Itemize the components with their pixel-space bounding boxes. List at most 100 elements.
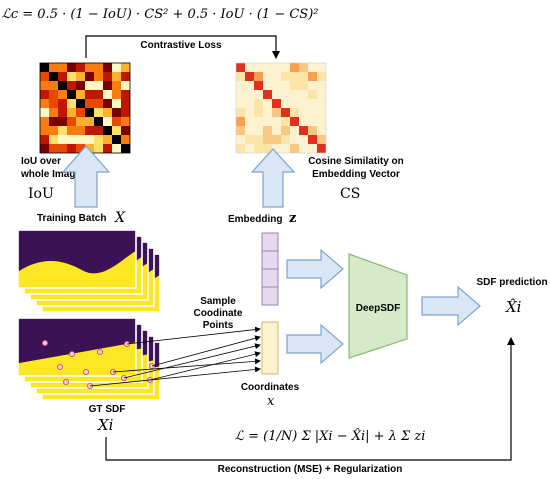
iou-cell <box>58 108 67 117</box>
iou-cell <box>58 81 67 90</box>
iou-cell <box>112 108 121 117</box>
cs-cell <box>281 72 290 81</box>
cs-cell <box>317 63 326 72</box>
iou-cell <box>112 63 121 72</box>
cs-cell <box>281 117 290 126</box>
cs-cell <box>236 108 245 117</box>
cs-cell <box>317 135 326 144</box>
cs-cell <box>290 108 299 117</box>
iou-cell <box>103 63 112 72</box>
cs-cell <box>281 135 290 144</box>
iou-cell <box>76 99 85 108</box>
cs-cell <box>245 99 254 108</box>
embedding-label: Embedding <box>228 214 282 225</box>
arrow-deepsdf-to-prediction <box>421 285 481 327</box>
cs-cell <box>263 117 272 126</box>
iou-cell <box>103 108 112 117</box>
iou-cell <box>85 90 94 99</box>
cs-cell <box>263 63 272 72</box>
cs-cell <box>245 90 254 99</box>
iou-cell <box>121 126 130 135</box>
cs-cell <box>236 72 245 81</box>
iou-cell <box>94 63 103 72</box>
iou-cell <box>40 72 49 81</box>
cs-cell <box>245 63 254 72</box>
iou-cell <box>103 90 112 99</box>
iou-cell <box>112 144 121 153</box>
cs-cell <box>245 72 254 81</box>
iou-cell <box>94 135 103 144</box>
gt-sdf-label: GT SDF <box>89 404 126 415</box>
iou-cell <box>85 72 94 81</box>
iou-cell <box>49 99 58 108</box>
iou-cell <box>76 72 85 81</box>
iou-cell <box>49 135 58 144</box>
iou-cell <box>49 117 58 126</box>
training-batch-symbol: X <box>114 210 126 226</box>
cosine-similarity-heatmap <box>235 62 327 154</box>
iou-cell <box>67 90 76 99</box>
iou-cell <box>112 117 121 126</box>
cs-cell <box>236 63 245 72</box>
reconstruction-regularization-label: Reconstruction (MSE) + Regularization <box>218 464 403 475</box>
iou-cell <box>49 81 58 90</box>
iou-cell <box>94 117 103 126</box>
cs-cell <box>236 126 245 135</box>
cs-cell <box>308 108 317 117</box>
iou-cell <box>76 108 85 117</box>
sample-point <box>83 368 90 375</box>
cs-cell <box>299 108 308 117</box>
cs-cell <box>272 81 281 90</box>
cs-cell <box>245 126 254 135</box>
iou-cell <box>40 144 49 153</box>
iou-cell <box>85 135 94 144</box>
cs-cell <box>308 144 317 153</box>
iou-cell <box>121 72 130 81</box>
cs-cell <box>290 117 299 126</box>
cs-cell <box>263 126 272 135</box>
iou-cell <box>94 72 103 81</box>
iou-cell <box>58 126 67 135</box>
training-batch-stack <box>17 229 161 313</box>
iou-cell <box>121 108 130 117</box>
cs-cell <box>281 90 290 99</box>
iou-cell <box>76 63 85 72</box>
points-label: Points <box>203 320 234 331</box>
cs-cell <box>317 72 326 81</box>
deepsdf-label: DeepSDF <box>356 303 400 314</box>
cs-cell <box>254 63 263 72</box>
up-arrow-embedding-to-cs <box>250 148 296 208</box>
iou-cell <box>85 63 94 72</box>
cs-cell <box>290 144 299 153</box>
cs-cell <box>308 81 317 90</box>
cs-cell <box>299 126 308 135</box>
cs-cell <box>299 99 308 108</box>
cs-cell <box>281 144 290 153</box>
cs-cell <box>236 144 245 153</box>
cs-cell <box>272 108 281 117</box>
iou-cell <box>49 144 58 153</box>
iou-cell <box>40 81 49 90</box>
iou-cell <box>40 108 49 117</box>
cs-cell <box>254 135 263 144</box>
iou-cell <box>103 72 112 81</box>
cs-cell <box>317 117 326 126</box>
sdf-prediction-label: SDF prediction <box>476 277 547 288</box>
cs-cell <box>290 72 299 81</box>
cs-cell <box>281 81 290 90</box>
cs-cell <box>272 63 281 72</box>
iou-cell <box>85 126 94 135</box>
sample-point-lines <box>89 326 261 387</box>
iou-cell <box>76 90 85 99</box>
iou-cell <box>76 117 85 126</box>
cs-cell <box>272 72 281 81</box>
iou-cell <box>40 63 49 72</box>
iou-cell <box>49 108 58 117</box>
cs-cell <box>245 144 254 153</box>
iou-cell <box>49 126 58 135</box>
cs-cell <box>308 72 317 81</box>
cs-cell <box>308 117 317 126</box>
iou-cell <box>58 72 67 81</box>
iou-cell <box>121 135 130 144</box>
iou-cell <box>67 63 76 72</box>
